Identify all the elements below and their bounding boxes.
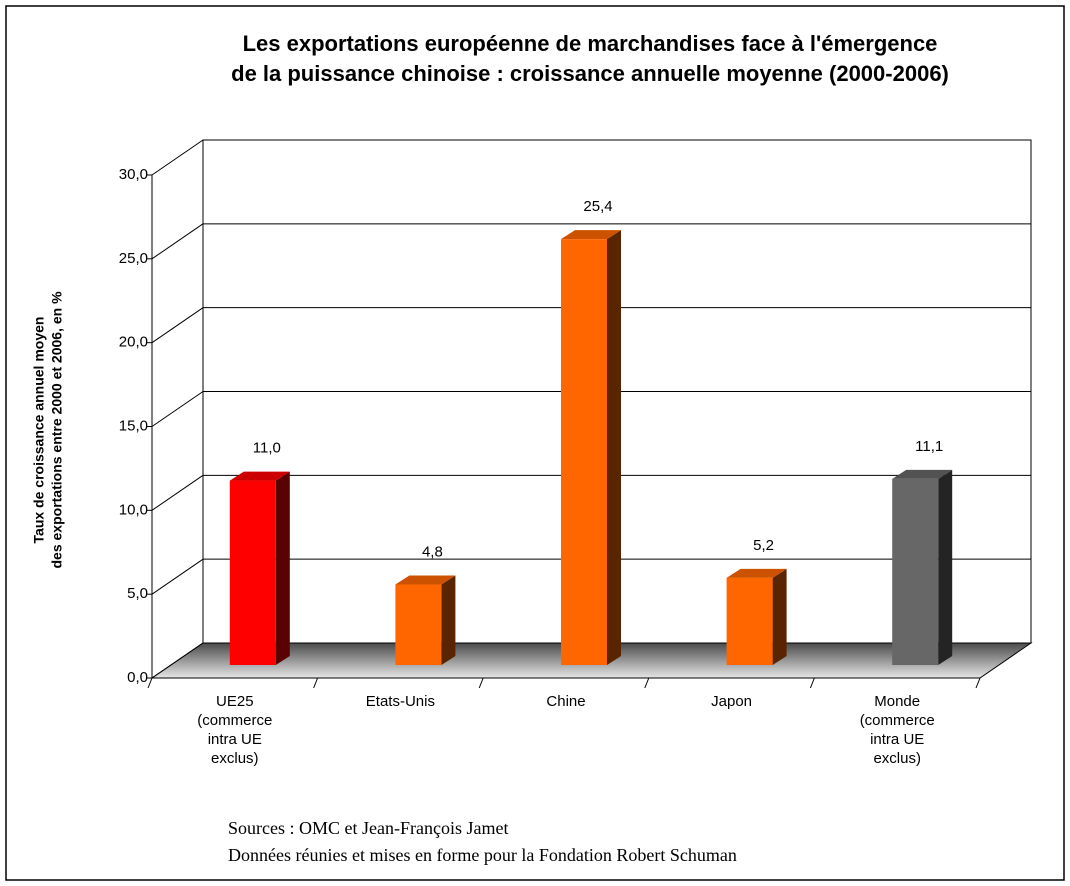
bar-side <box>275 471 290 665</box>
y-tick-label: 20,0 <box>119 334 148 351</box>
y-tick-label: 10,0 <box>119 501 148 518</box>
bar-side <box>938 469 953 665</box>
value-label: 25,4 <box>583 198 612 215</box>
bar <box>726 577 773 665</box>
value-label: 11,0 <box>253 440 281 457</box>
bar-top <box>561 230 621 240</box>
value-label: 4,8 <box>422 543 443 560</box>
category-tick <box>478 677 484 689</box>
y-tick-label: 25,0 <box>119 250 148 267</box>
grid-line <box>151 558 204 595</box>
category-tick <box>644 677 650 689</box>
bar <box>395 584 442 665</box>
y-tick-label: 5,0 <box>127 585 148 602</box>
grid-line <box>151 307 204 344</box>
source: Sources : OMC et Jean-François Jamet <box>228 818 508 838</box>
value-label: 5,2 <box>753 537 774 554</box>
y-tick-label: 15,0 <box>119 417 148 434</box>
grid-line <box>151 642 204 679</box>
x-tick-label: Japon <box>711 693 752 710</box>
bar-side <box>441 575 456 665</box>
bar-side <box>772 568 787 665</box>
y-axis-label: des exportations entre 2000 et 2006, en … <box>49 291 65 569</box>
bar-side <box>607 230 621 666</box>
frame <box>5 5 1065 881</box>
category-tick <box>147 677 153 689</box>
source: Données réunies et mises en forme pour l… <box>228 845 737 865</box>
x-tick-label: Chine <box>546 693 585 710</box>
bar-top <box>229 471 290 481</box>
chart-title: Les exportations européenne de marchandi… <box>243 31 938 56</box>
bar-top <box>892 469 953 479</box>
category-tick <box>975 677 981 689</box>
x-tick-label: UE25 (commerce intra UE exclus) <box>197 693 272 767</box>
grid-line <box>151 474 204 511</box>
y-axis-label: Taux de croissance annuel moyen <box>31 317 47 544</box>
y-tick-label: 30,0 <box>119 166 148 183</box>
grid-line <box>151 139 204 176</box>
category-tick <box>809 677 815 689</box>
grid-line <box>151 391 204 427</box>
bar-top <box>395 575 456 585</box>
value-label: 11,1 <box>915 438 943 455</box>
x-tick-label: Monde (commerce intra UE exclus) <box>860 693 935 767</box>
chart-title: de la puissance chinoise : croissance an… <box>231 61 949 86</box>
y-tick-label: 0,0 <box>127 669 148 686</box>
bar-top <box>726 568 787 578</box>
bar <box>561 239 607 666</box>
x-tick-label: Etats-Unis <box>366 693 435 710</box>
category-tick <box>313 677 319 689</box>
bar <box>229 480 276 665</box>
bar <box>892 478 939 665</box>
grid-line <box>151 223 204 260</box>
